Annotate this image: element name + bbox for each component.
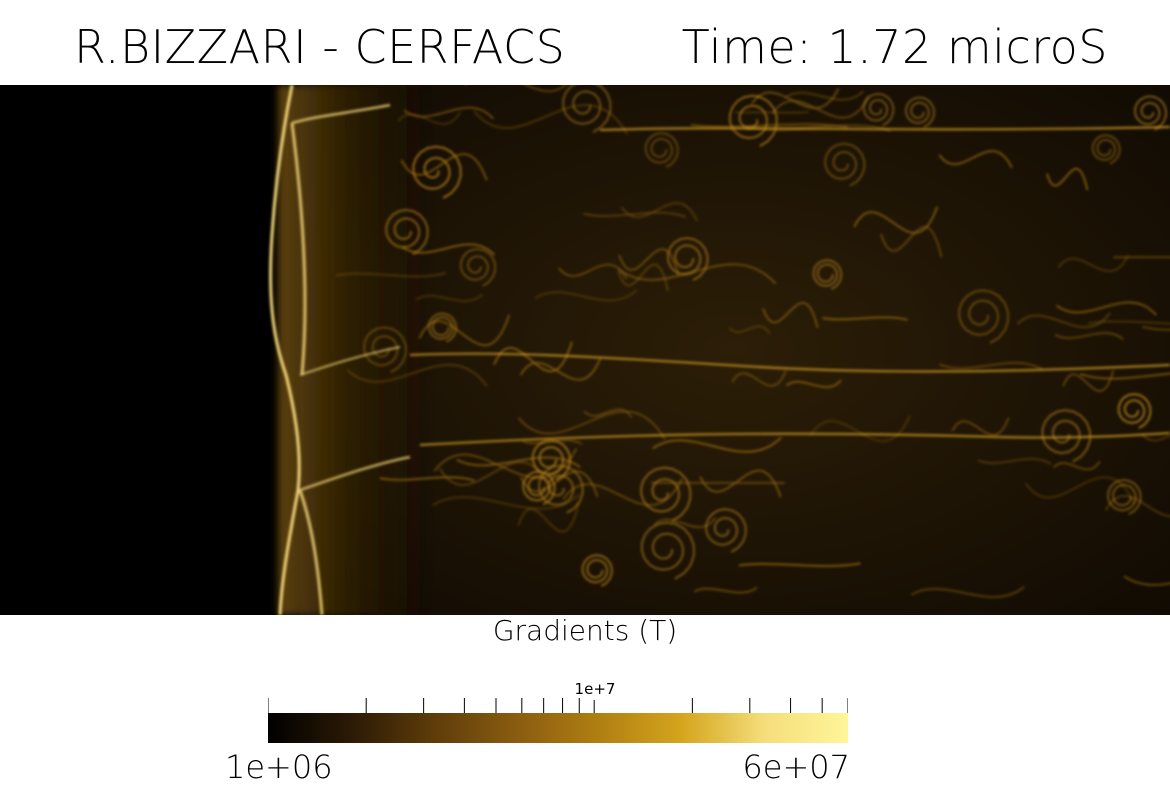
colorbar-ticks [268, 698, 848, 714]
author-label: R.BIZZARI - CERFACS [74, 20, 566, 74]
colorbar-mid-label: 1e+7 [574, 680, 616, 698]
gradient-field-image [0, 85, 1170, 615]
time-label: Time: 1.72 microS [681, 20, 1108, 74]
colorbar-min-label: 1e+06 [225, 748, 333, 786]
colorbar [268, 713, 848, 743]
colorbar-title: Gradients (T) [492, 614, 678, 647]
colorbar-max-label: 6e+07 [742, 748, 850, 786]
